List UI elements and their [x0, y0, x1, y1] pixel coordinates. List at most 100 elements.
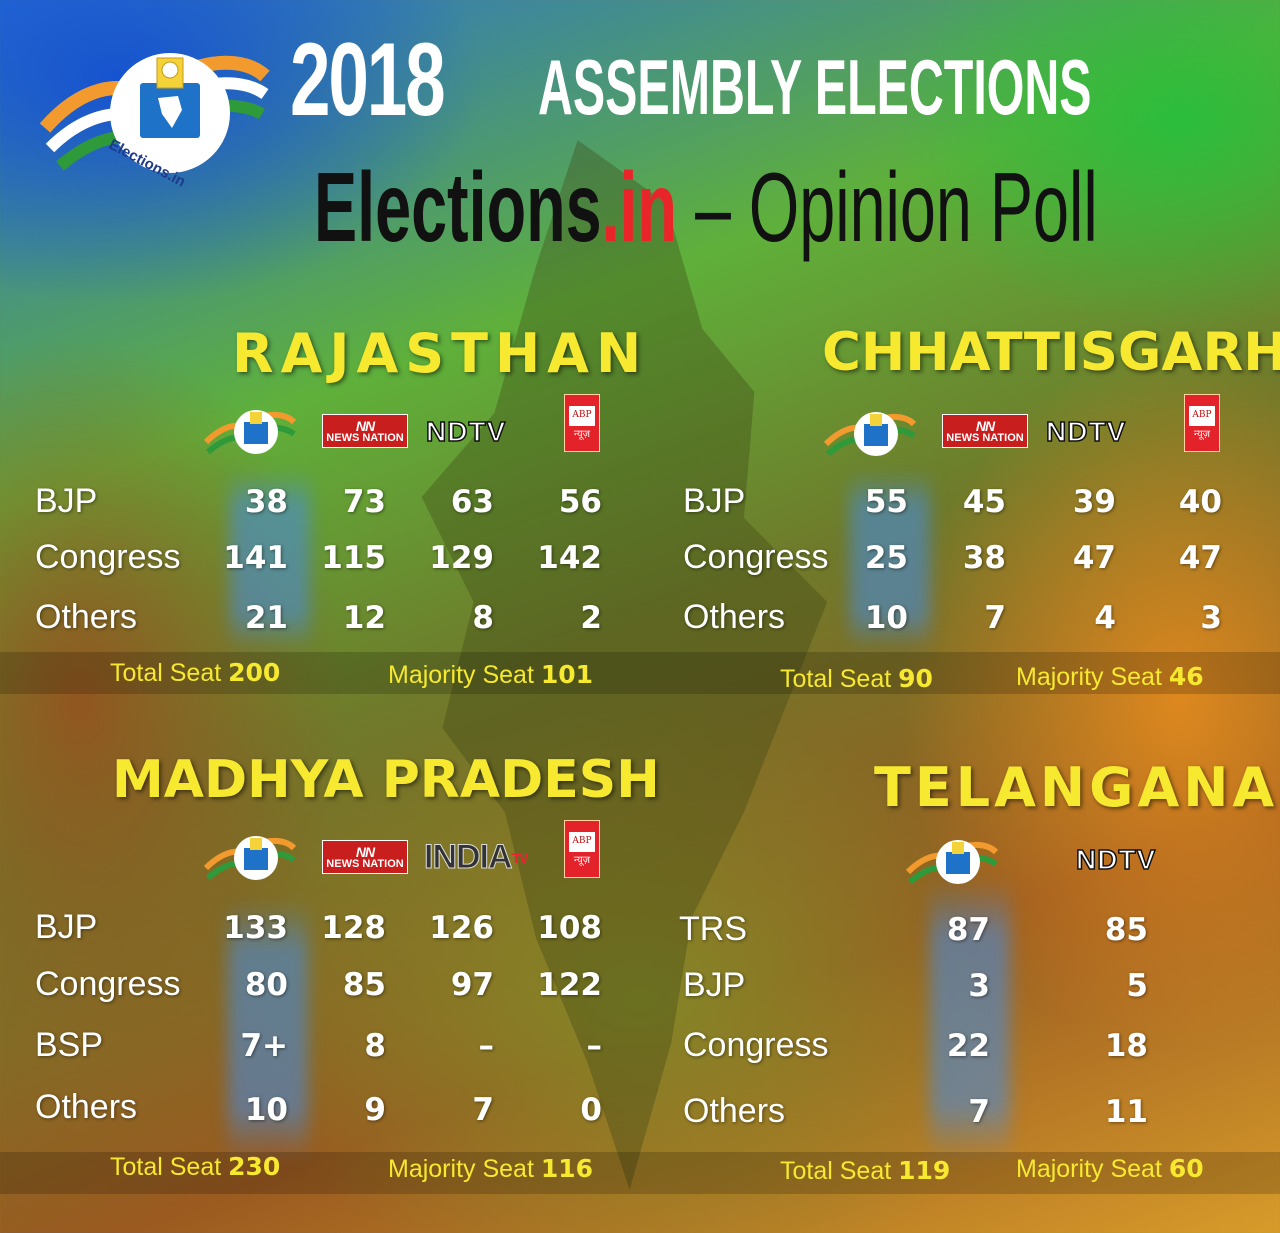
party-label: Congress [35, 965, 181, 1003]
highlight-column-chhattisgarh [850, 470, 930, 650]
total-seat: Total Seat 200 [110, 658, 281, 687]
elections-in-source-icon [906, 840, 998, 885]
party-label: BJP [35, 908, 98, 946]
party-label: Others [683, 1092, 786, 1130]
seat-value: 126 [429, 910, 494, 946]
news-nation-logo-icon: NN NEWS NATION [942, 414, 1028, 448]
party-label: TRS [679, 910, 747, 948]
seat-value: 8 [472, 600, 494, 636]
seat-value: 85 [342, 967, 386, 1003]
seat-value: 122 [537, 967, 602, 1003]
india-tv-logo-icon: INDIA TV [424, 838, 529, 877]
ndtv-letter: V [486, 415, 507, 448]
seat-value: 2 [580, 600, 602, 636]
news-nation-logo-icon: NN NEWS NATION [322, 840, 408, 874]
seat-value: 73 [342, 484, 386, 520]
page-title: ASSEMBLY ELECTIONS [538, 43, 1092, 131]
ndtv-letter: D [1096, 843, 1119, 876]
seat-value: 63 [450, 484, 494, 520]
seat-value: 133 [223, 910, 288, 946]
seat-value: 5 [1126, 968, 1148, 1004]
seat-value: 7+ [240, 1028, 288, 1064]
highlight-column-mp [228, 900, 308, 1160]
party-label: BJP [683, 482, 746, 520]
elections-in-logo-icon [40, 53, 270, 173]
seat-value: 22 [946, 1028, 990, 1064]
seat-value: 25 [864, 540, 908, 576]
page-subtitle: Elections.in – Opinion Poll [314, 152, 1098, 262]
seat-value: 7 [984, 600, 1006, 636]
seat-value: 128 [321, 910, 386, 946]
seat-value: 38 [244, 484, 288, 520]
seat-value: 40 [1178, 484, 1222, 520]
ndtv-letter: D [446, 415, 469, 448]
seat-value: 3 [1200, 600, 1222, 636]
seat-value: 56 [558, 484, 602, 520]
party-label: Others [35, 1088, 138, 1126]
total-seat: Total Seat 119 [780, 1156, 951, 1185]
ndtv-letter: N [1045, 415, 1068, 448]
seat-value: 10 [864, 600, 908, 636]
party-label: BJP [35, 482, 98, 520]
seat-value: – [586, 1028, 603, 1064]
seat-value: 80 [244, 967, 288, 1003]
seat-value: 129 [429, 540, 494, 576]
ndtv-letter: V [1136, 843, 1157, 876]
ndtv-letter: N [1075, 843, 1098, 876]
seat-value: 87 [946, 912, 990, 948]
majority-seat: Majority Seat 116 [388, 1154, 594, 1183]
seat-value: 21 [244, 600, 288, 636]
divider-band [0, 1152, 1280, 1194]
seat-value: 11 [1104, 1094, 1148, 1130]
party-label: Congress [683, 538, 829, 576]
party-label: Congress [35, 538, 181, 576]
state-title-rajasthan: RAJASTHAN [232, 322, 649, 385]
state-title-telangana: TELANGANA [874, 756, 1279, 819]
seat-value: 8 [364, 1028, 386, 1064]
elections-in-source-icon [204, 410, 296, 455]
seat-value: 97 [450, 967, 494, 1003]
abp-news-logo-icon: ABP न्यूज़ [1184, 394, 1220, 452]
highlight-column-telangana [930, 880, 1010, 1160]
abp-news-logo-icon: ABP न्यूज़ [564, 820, 600, 878]
seat-value: 4 [1094, 600, 1116, 636]
ndtv-letter: N [425, 415, 448, 448]
ndtv-letter: V [1106, 415, 1127, 448]
news-nation-logo-icon: NN NEWS NATION [322, 414, 408, 448]
state-title-chhattisgarh: CHHATTISGARH [822, 322, 1280, 383]
seat-value: – [478, 1028, 495, 1064]
seat-value: 47 [1178, 540, 1222, 576]
divider-band [0, 652, 1280, 694]
seat-value: 141 [223, 540, 288, 576]
ndtv-letter: T [1118, 843, 1137, 876]
elections-in-source-icon [204, 836, 296, 881]
majority-seat: Majority Seat 46 [1016, 662, 1204, 691]
seat-value: 12 [342, 600, 386, 636]
majority-seat: Majority Seat 60 [1016, 1154, 1204, 1183]
seat-value: 3 [968, 968, 990, 1004]
seat-value: 18 [1104, 1028, 1148, 1064]
seat-value: 9 [364, 1092, 386, 1128]
party-label: Congress [683, 1026, 829, 1064]
seat-value: 108 [537, 910, 602, 946]
seat-value: 115 [321, 540, 386, 576]
seat-value: 55 [864, 484, 908, 520]
party-label: Others [35, 598, 138, 636]
page-header: 2018 ASSEMBLY ELECTIONS Elections.in – O… [290, 22, 1250, 256]
party-label: Others [683, 598, 786, 636]
highlight-column-rajasthan [230, 470, 310, 650]
state-title-madhya-pradesh: MADHYA PRADESH [112, 750, 660, 810]
seat-value: 10 [244, 1092, 288, 1128]
seat-value: 142 [537, 540, 602, 576]
ndtv-letter: D [1066, 415, 1089, 448]
seat-value: 47 [1072, 540, 1116, 576]
abp-news-logo-icon: ABP न्यूज़ [564, 394, 600, 452]
party-label: BJP [683, 966, 746, 1004]
seat-value: 38 [962, 540, 1006, 576]
seat-value: 85 [1104, 912, 1148, 948]
title-year: 2018 [290, 22, 446, 138]
elections-in-source-icon [824, 412, 916, 457]
